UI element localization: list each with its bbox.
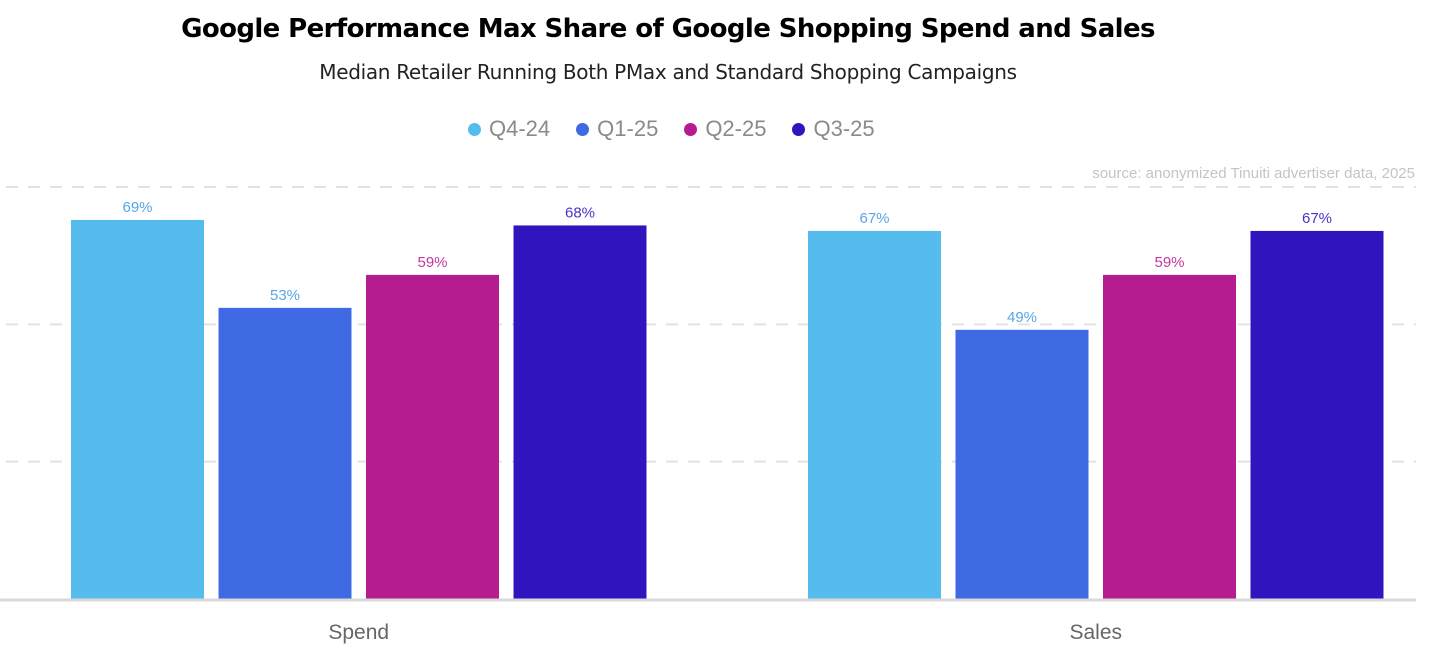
- bar-q3-25-spend: [513, 225, 647, 599]
- bar-q4-24-spend: [71, 219, 204, 599]
- bar-q2-25-sales: [1103, 274, 1236, 599]
- legend-swatch: [684, 122, 698, 136]
- legend-swatch: [468, 122, 481, 136]
- legend: Q4-24 Q1-25 Q2-25 Q3-25: [468, 116, 901, 142]
- legend-item-q3-25[interactable]: Q3-25: [792, 116, 875, 142]
- bar-q3-25-sales: [1250, 230, 1384, 600]
- x-tick-label: Spend: [328, 621, 389, 644]
- chart-subtitle: Median Retailer Running Both PMax and St…: [319, 60, 1017, 84]
- chart-title: Google Performance Max Share of Google S…: [181, 14, 1155, 44]
- source-note: source: anonymized Tinuiti advertiser da…: [1092, 165, 1415, 182]
- x-tick-label: Sales: [1069, 621, 1122, 644]
- legend-item-q2-25[interactable]: Q2-25: [684, 116, 766, 142]
- legend-item-q4-24[interactable]: Q4-24: [468, 116, 550, 142]
- data-label: 49%: [1007, 309, 1037, 326]
- legend-label: Q4-24: [489, 116, 551, 141]
- legend-label: Q1-25: [597, 116, 659, 141]
- legend-swatch: [576, 122, 590, 136]
- data-label: 67%: [1302, 210, 1332, 227]
- bar-q1-25-spend: [218, 307, 352, 599]
- bar-q2-25-spend: [366, 274, 499, 599]
- data-label: 59%: [1154, 254, 1184, 271]
- data-label: 68%: [565, 204, 595, 221]
- data-label: 67%: [859, 210, 889, 227]
- legend-item-q1-25[interactable]: Q1-25: [576, 116, 658, 142]
- data-label: 69%: [122, 199, 152, 216]
- legend-label: Q2-25: [705, 116, 767, 141]
- data-label: 53%: [270, 287, 300, 304]
- legend-label: Q3-25: [813, 116, 875, 141]
- bar-q1-25-sales: [955, 329, 1089, 599]
- bar-q4-24-sales: [808, 230, 941, 600]
- data-label: 59%: [417, 254, 447, 271]
- legend-swatch: [792, 122, 806, 136]
